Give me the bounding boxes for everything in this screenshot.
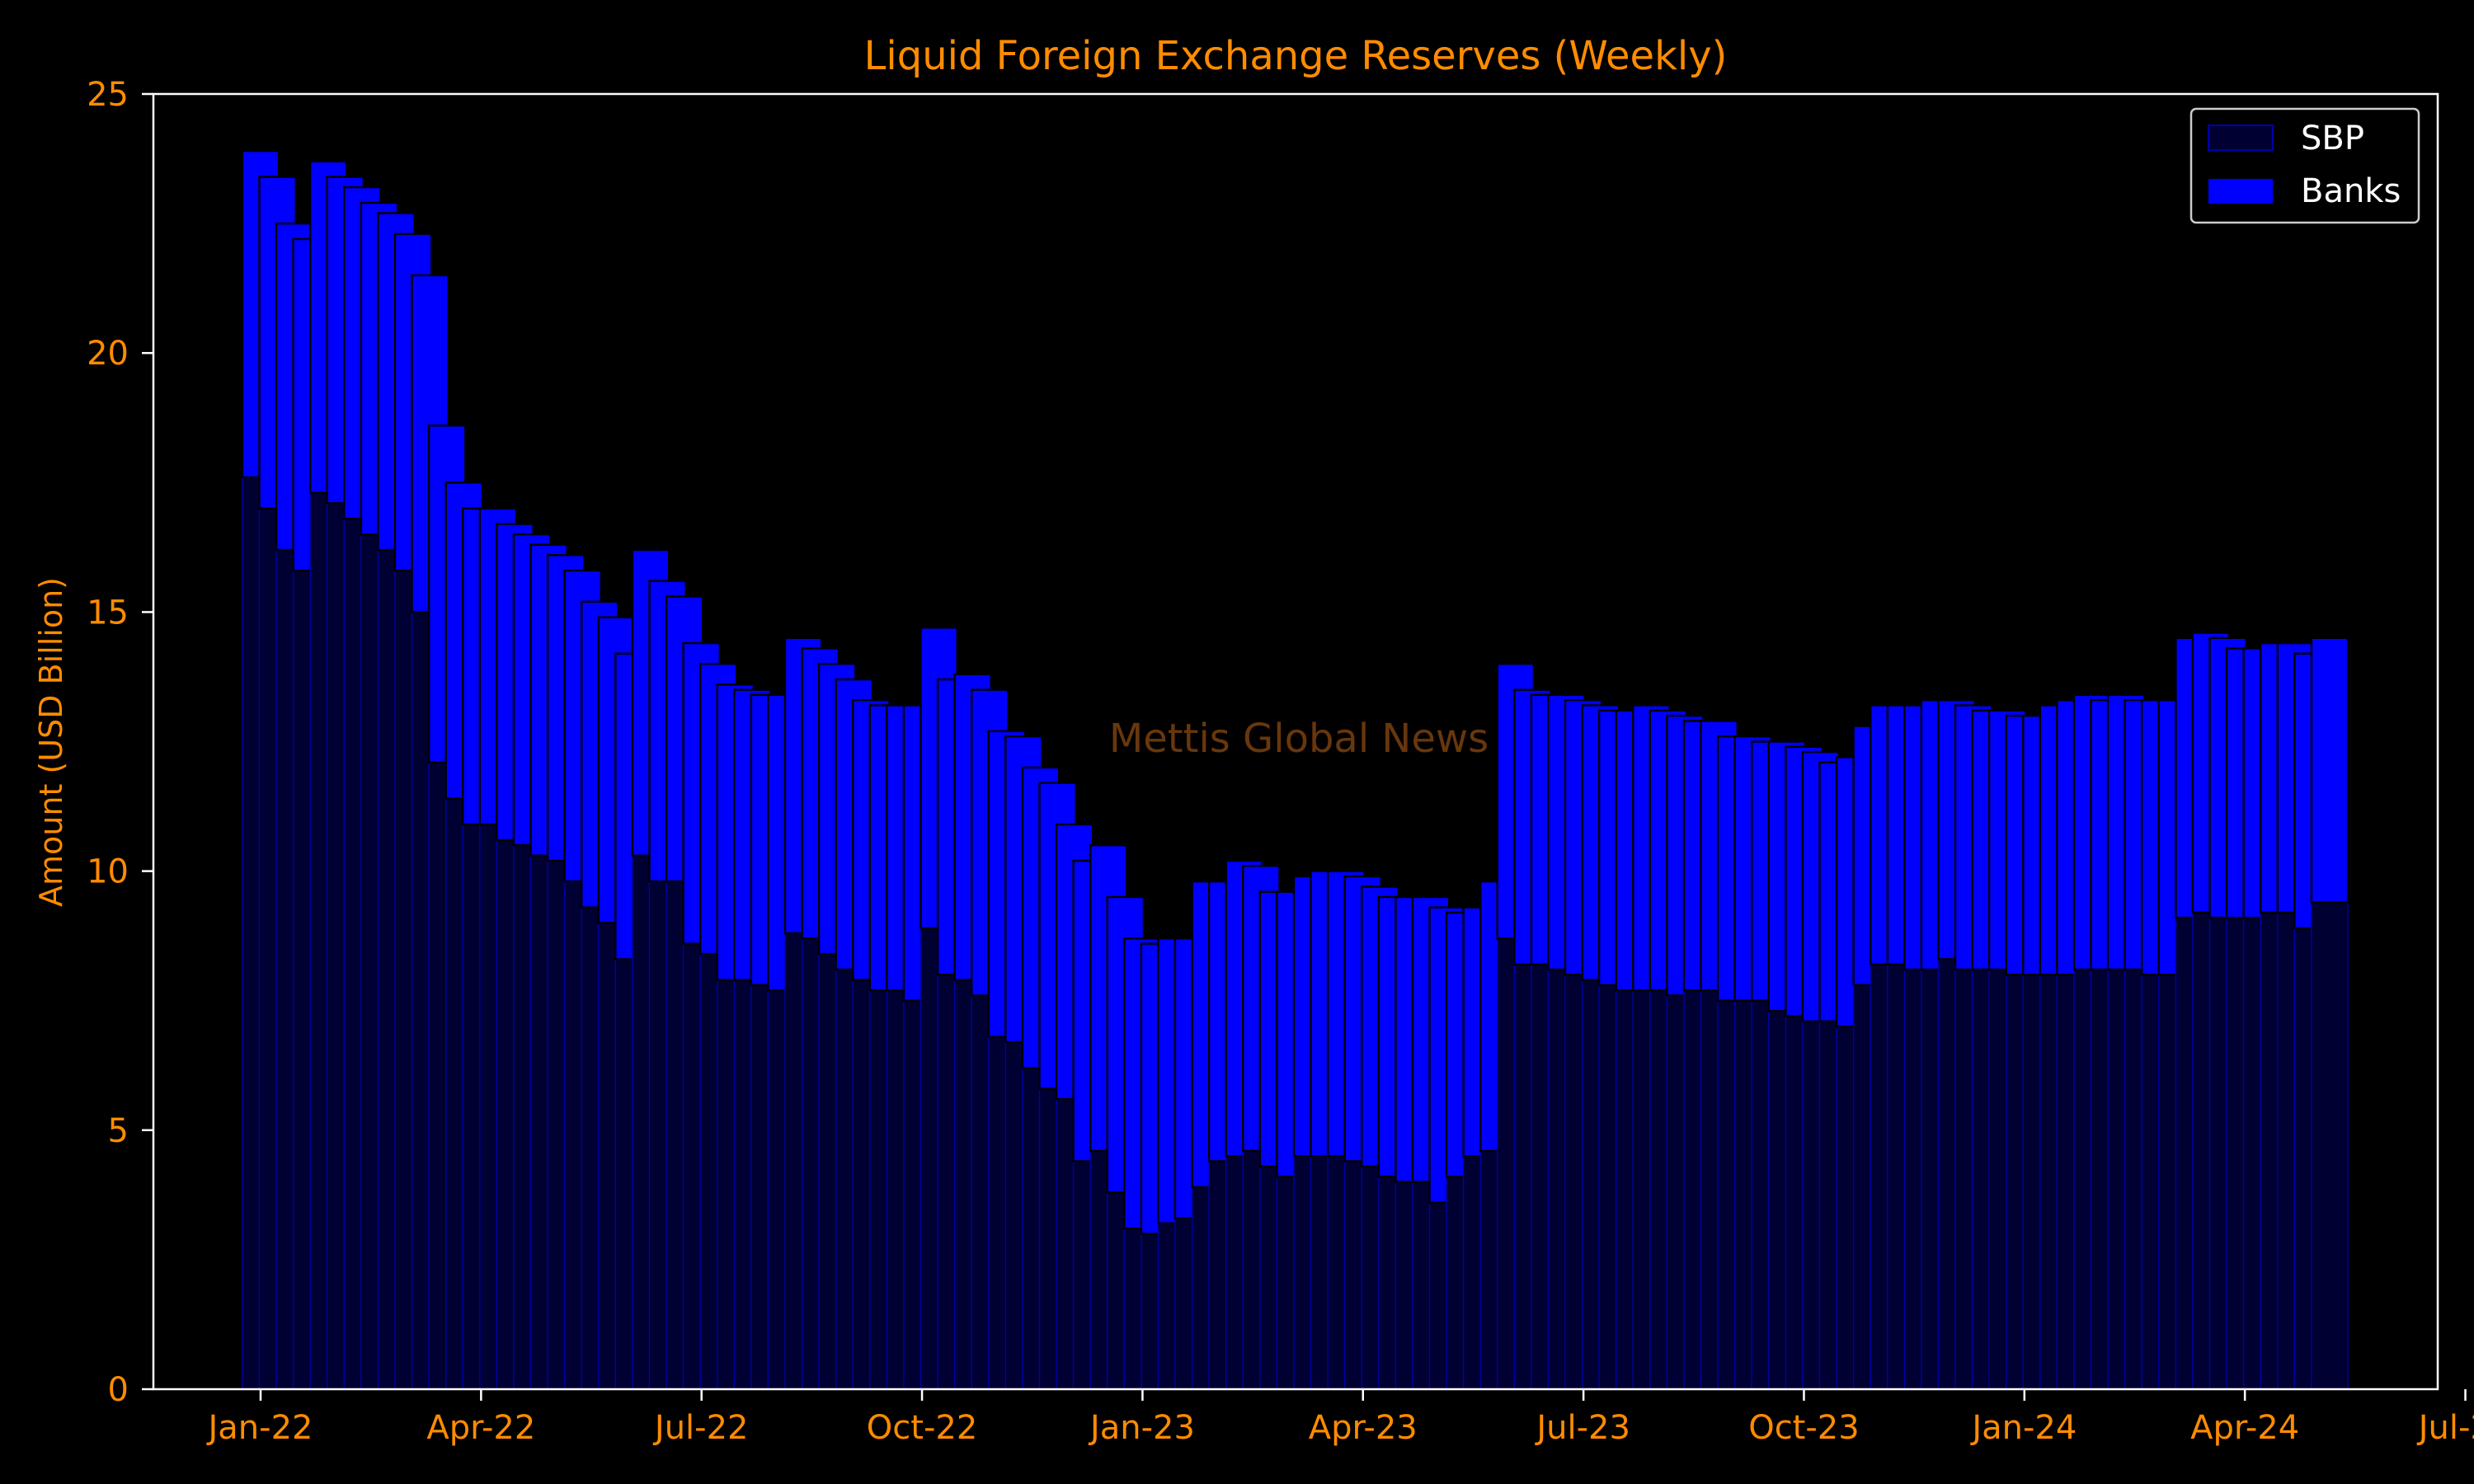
y-axis-title: Amount (USD Billion) bbox=[33, 577, 69, 907]
legend-label-sbp: SBP bbox=[2301, 120, 2364, 157]
bar-banks bbox=[2310, 636, 2349, 904]
legend: SBP Banks bbox=[2189, 107, 2420, 224]
x-tick-label: Apr-23 bbox=[1309, 1409, 1418, 1447]
x-tick-label: Jul-22 bbox=[652, 1409, 749, 1447]
x-tick-label: Jan-24 bbox=[1969, 1409, 2077, 1447]
x-tick-label: Jul-23 bbox=[1534, 1409, 1630, 1447]
bar-sbp bbox=[2311, 901, 2349, 1390]
x-tick-label: Jul-24 bbox=[2416, 1409, 2474, 1447]
x-tick-label: Jan-23 bbox=[1088, 1409, 1195, 1447]
y-tick-label: 25 bbox=[87, 76, 129, 114]
y-tick-label: 5 bbox=[108, 1112, 129, 1150]
y-tick-label: 10 bbox=[87, 853, 129, 891]
x-tick-label: Apr-24 bbox=[2190, 1409, 2299, 1447]
bars-layer bbox=[241, 149, 2349, 1390]
y-tick-label: 15 bbox=[87, 594, 129, 632]
watermark: Mettis Global News bbox=[1109, 716, 1489, 762]
legend-label-banks: Banks bbox=[2301, 172, 2401, 210]
chart-title: Liquid Foreign Exchange Reserves (Weekly… bbox=[864, 33, 1728, 79]
legend-swatch-banks bbox=[2208, 179, 2273, 204]
axis-layer: 0 5 10 15 20 25 Jan-22 Apr-22 Jul-22 Oct-22 Jan-23… bbox=[87, 76, 2474, 1447]
x-tick-label: Jan-22 bbox=[206, 1409, 313, 1447]
x-tick-label: Apr-22 bbox=[426, 1409, 535, 1447]
legend-swatch-sbp bbox=[2208, 124, 2274, 151]
y-tick-label: 0 bbox=[108, 1371, 129, 1409]
x-tick-label: Oct-22 bbox=[867, 1409, 978, 1447]
x-tick-label: Oct-23 bbox=[1748, 1409, 1860, 1447]
y-tick-label: 20 bbox=[87, 335, 129, 373]
plot-frame bbox=[152, 92, 2439, 1391]
